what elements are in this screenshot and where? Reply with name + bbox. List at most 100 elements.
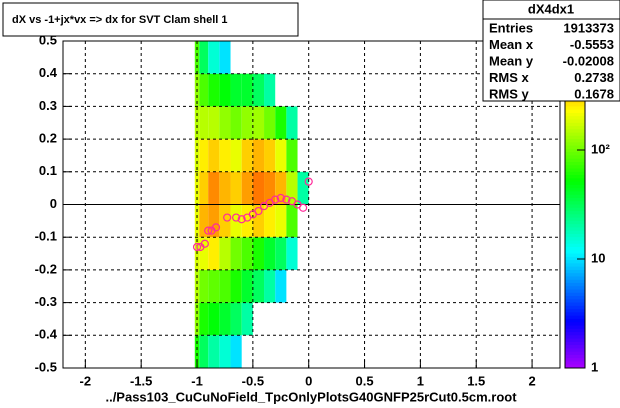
heatmap-cell	[194, 171, 200, 205]
x-tick-label: 1.5	[467, 373, 485, 388]
colorbar-step	[565, 201, 585, 205]
profile-marker	[200, 239, 209, 248]
colorbar-step	[565, 292, 585, 297]
colorbar-step	[565, 142, 585, 147]
heatmap-cell	[194, 106, 200, 140]
colorbar-step	[565, 168, 585, 173]
heatmap-cell	[199, 73, 209, 107]
x-tick-label: -2	[80, 373, 92, 388]
heatmap-cell	[252, 204, 265, 238]
colorbar-step	[565, 217, 585, 222]
y-tick-label: -0.3	[35, 294, 57, 309]
colorbar-step	[565, 318, 585, 323]
heatmap-cell	[199, 237, 209, 270]
heatmap-cell	[241, 171, 253, 205]
colorbar-step	[565, 106, 585, 111]
colorbar-step	[565, 145, 585, 150]
colorbar-step	[565, 191, 585, 196]
colorbar-step	[565, 220, 585, 225]
stats-value: 1913373	[563, 20, 614, 35]
colorbar-step	[565, 233, 585, 238]
colorbar-step	[565, 139, 585, 143]
profile-marker	[254, 206, 263, 216]
heatmap-cell	[219, 106, 231, 140]
colorbar-step	[565, 309, 585, 313]
colorbar-step	[565, 253, 585, 258]
heatmap-cell	[208, 171, 220, 205]
heatmap-cell	[219, 41, 231, 74]
colorbar-step	[565, 211, 585, 215]
y-tick-label: -0.4	[35, 327, 58, 342]
profile-marker	[271, 195, 280, 204]
heatmap-cell	[219, 302, 231, 336]
stats-title: dX4dx1	[528, 1, 574, 16]
colorbar-step	[565, 122, 585, 127]
colorbar-step	[565, 260, 585, 264]
heatmap-cell	[208, 106, 220, 140]
heatmap-cell	[297, 171, 309, 205]
colorbar-step	[565, 158, 585, 163]
profile-marker	[232, 213, 241, 222]
colorbar-step	[565, 305, 585, 310]
colorbar-step	[565, 282, 585, 287]
colorbar-step	[565, 364, 585, 369]
heatmap-cell	[264, 171, 276, 205]
heatmap-cell	[199, 139, 209, 172]
heatmap-cell	[241, 302, 253, 336]
colorbar-step	[565, 126, 585, 130]
colorbar-step	[565, 181, 585, 186]
heatmap-cell	[199, 171, 209, 205]
heatmap-cell	[275, 106, 287, 140]
heatmap-cell	[230, 269, 242, 303]
colorbar-step	[565, 214, 585, 219]
colorbar-step	[565, 328, 585, 333]
heatmap-cell	[208, 335, 220, 368]
x-tick-label: -1.5	[130, 373, 152, 388]
x-tick-label: 1	[417, 373, 424, 388]
heatmap-cell	[219, 237, 231, 270]
colorbar-step	[565, 99, 585, 104]
profile-marker	[211, 223, 221, 232]
colorbar-step	[565, 227, 585, 232]
colorbar-step	[565, 247, 585, 251]
colorbar-step	[565, 161, 585, 166]
colorbar-step	[565, 256, 585, 261]
colorbar-step	[565, 312, 585, 317]
heatmap-cell	[199, 204, 209, 238]
colorbar-step	[565, 109, 585, 114]
profile-marker	[237, 215, 246, 224]
heatmap-cell	[264, 269, 276, 303]
heatmap-cell	[208, 302, 220, 336]
heatmap-cell	[219, 139, 231, 172]
heatmap-cell	[264, 237, 276, 270]
colorbar-step	[565, 296, 585, 300]
heatmap-cell	[208, 204, 220, 238]
z-tick-label: 1	[591, 359, 598, 374]
colorbar-step	[565, 207, 585, 212]
heatmap-cell	[286, 237, 298, 270]
heatmap-cell	[286, 204, 298, 238]
heatmap-cell	[199, 302, 209, 336]
heatmap-cell	[230, 237, 242, 270]
heatmap-cell	[275, 269, 287, 303]
colorbar-step	[565, 361, 585, 366]
heatmap-cell	[230, 171, 242, 205]
heatmap-cell	[199, 269, 209, 303]
stats-value: 0.1678	[574, 86, 614, 101]
y-tick-label: 0.5	[39, 32, 57, 47]
colorbar-step	[565, 335, 585, 340]
colorbar-step	[565, 341, 585, 346]
plot-area	[194, 41, 309, 368]
stats-label: Mean y	[489, 53, 534, 68]
heatmap-cell	[208, 73, 220, 107]
colorbar-step	[565, 266, 585, 271]
heatmap-cell	[199, 335, 209, 368]
colorbar-step	[565, 148, 585, 153]
heatmap-cell	[230, 139, 242, 172]
heatmap-cell	[199, 106, 209, 140]
heatmap-cell	[264, 139, 276, 172]
heatmap-cell	[252, 237, 265, 270]
heatmap-cell	[286, 139, 298, 172]
profile-marker	[192, 242, 202, 252]
heatmap-cell	[241, 73, 253, 107]
